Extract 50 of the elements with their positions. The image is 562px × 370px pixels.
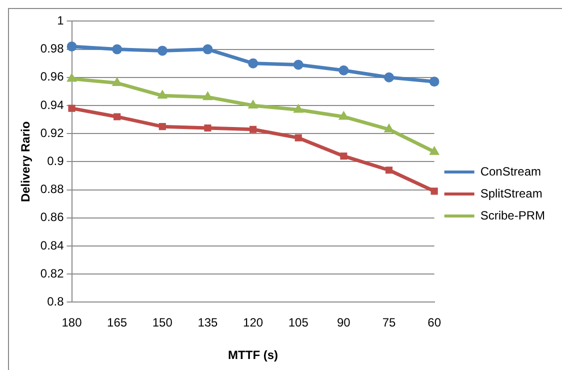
x-tick-label: 90 [337,316,351,330]
point [248,100,258,108]
x-tick-label: 60 [428,316,442,330]
y-tick-label: 0.92 [40,126,64,140]
point [293,60,304,70]
point [204,124,212,132]
y-tick-label: 0.98 [40,42,64,56]
x-tick-label: 165 [107,316,128,330]
point [157,46,168,56]
point [250,126,257,133]
point [430,188,438,195]
legend-label: Scribe-PRM [480,208,546,222]
y-tick-label: 0.88 [40,182,64,196]
point [66,41,77,52]
legend-label: ConStream [480,164,542,178]
point [293,104,304,113]
x-tick-label: 105 [288,316,309,330]
point [112,77,122,86]
point [385,166,393,174]
y-tick-label: 0.94 [40,98,64,112]
x-tick-label: 180 [62,316,82,330]
point [248,58,258,68]
point [202,91,213,100]
point [157,90,168,99]
legend-label: SplitStream [480,186,542,200]
point [114,113,121,120]
x-tick-label: 135 [198,316,218,330]
y-tick-label: 1 [57,14,64,28]
y-tick-label: 0.9 [47,154,64,168]
point [66,72,77,82]
point [340,152,348,160]
point [429,146,440,155]
x-tick-label: 150 [152,316,173,330]
y-tick-label: 0.82 [40,266,64,280]
point [338,110,349,120]
point [294,134,302,142]
point [384,72,394,82]
y-tick-label: 0.8 [47,294,64,309]
y-tick-label: 0.86 [40,210,64,224]
point [112,44,122,54]
point [338,65,349,76]
point [429,76,440,87]
y-tick-label: 0.84 [40,238,64,252]
point [158,123,166,130]
point [202,44,213,54]
x-axis-title: MTTF (s) [228,348,278,362]
x-tick-label: 120 [243,316,264,330]
x-tick-label: 75 [382,316,396,330]
y-tick-label: 0.96 [40,70,64,84]
y-axis-title: Delivery Rario [18,121,33,202]
